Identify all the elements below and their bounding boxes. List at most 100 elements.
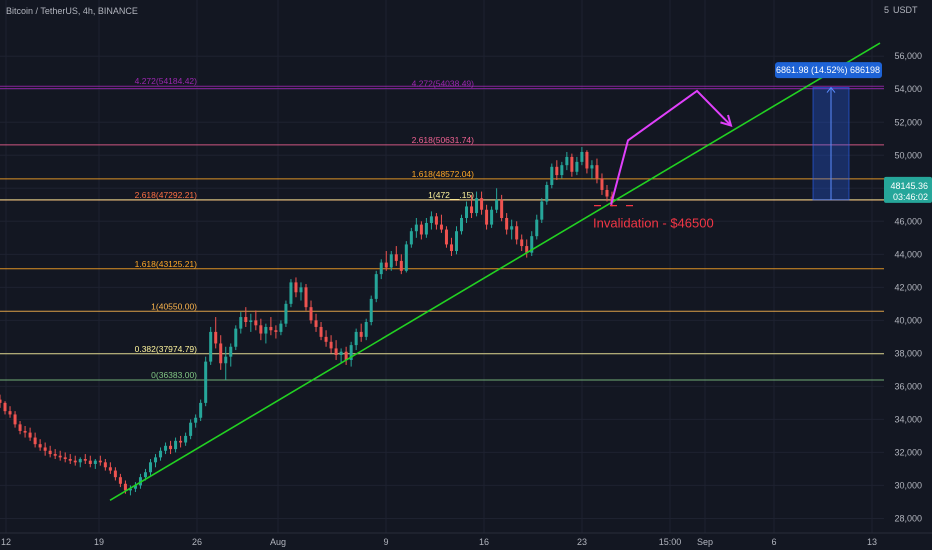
candle-body [319,326,323,337]
candle-body [530,236,534,253]
candle-body [38,444,42,448]
candle-body [23,430,27,433]
time-tick-label: 15:00 [659,537,682,547]
drawing-tools[interactable]: Invalidation - $46500 6861.98 (14.52%) 68… [109,42,882,501]
candle-body [354,331,358,346]
time-tick-label: 23 [577,537,587,547]
invalidation-label: Invalidation - $46500 [593,215,714,230]
price-tick-label: 56,000 [894,51,922,61]
price-tick-label: 32,000 [894,447,922,457]
candle-body [118,477,122,484]
candle-body [329,341,333,349]
candle-body [404,244,408,271]
candle-body [570,156,574,172]
candle-body [184,435,188,443]
fib-level-label: 1.618(48572.04) [412,169,475,179]
bar-countdown-label: 03:46:02 [893,192,928,202]
candle-body [515,226,519,240]
candle-body [154,457,158,463]
candle-body [13,414,17,425]
candle-body [399,260,403,271]
candle-body [179,440,183,443]
candle-body [600,178,604,190]
candle-body [339,351,343,356]
candle-body [123,483,127,491]
candle-body [289,282,293,304]
candle-body [555,166,559,176]
last-price-tag [884,176,932,203]
price-tick-label: 34,000 [894,414,922,424]
candle-body [269,326,273,331]
candle-body [414,224,418,232]
fib-level-label: 2.618(47292.21) [135,190,198,200]
candle-body [68,459,72,461]
candle-body [505,218,509,230]
fibonacci-levels: 4.272(54184.42) 2.618(47292.21) 1.618(4312… [0,76,884,381]
time-axis[interactable]: 12 19 26 Aug 9 16 23 15:00 Sep 6 13 [1,537,877,547]
candle-body [73,460,77,463]
candle-body [540,201,544,220]
candle-body [209,331,213,362]
candle-body [28,432,32,438]
candle-body [500,199,504,218]
candle-body [545,184,549,202]
candle-body [419,224,423,235]
price-tick-label: 54,000 [894,84,922,94]
candle-body [103,462,107,468]
fib-level-label: 4.272(54038.49) [412,79,475,89]
candle-body [364,322,368,337]
candle-body [590,165,594,169]
fib-level-label: 1(40550.00) [151,301,197,311]
price-tick-label: 42,000 [894,282,922,292]
candle-body [254,320,258,326]
price-tick-label-partial: 5 [884,5,889,15]
candle-body [465,206,469,218]
candle-body [259,325,263,334]
price-tick-label: 38,000 [894,348,922,358]
candle-body [449,244,453,252]
candle-body [264,326,268,334]
candle-body [174,440,178,450]
trendline [109,42,881,501]
candle-body [460,218,464,232]
candle-body [369,298,373,322]
candle-body [113,470,117,478]
candle-body [108,467,112,471]
candle-body [454,231,458,252]
time-tick-label: 9 [383,537,388,547]
candle-body [384,262,388,268]
last-price-label: 48145.36 [890,181,928,191]
candle-body [33,437,37,445]
candle-body [53,454,57,456]
candle-body [249,320,253,322]
candle-body [439,224,443,230]
candle-body [550,166,554,185]
candle-body [510,226,514,230]
price-tick-label: 28,000 [894,513,922,523]
candle-body [83,459,87,461]
candle-body [194,417,198,423]
candle-body [294,282,298,293]
candle-body [219,343,223,364]
candle-body [344,351,348,360]
price-tick-label: 40,000 [894,315,922,325]
candle-body [495,199,499,210]
price-axis[interactable]: 28,000 30,000 32,000 34,000 36,000 38,000 40,0… [884,5,932,523]
time-tick-label: 26 [192,537,202,547]
time-tick-label: 12 [1,537,11,547]
time-tick-label: 16 [479,537,489,547]
price-tick-label: 36,000 [894,381,922,391]
candle-body [133,485,137,489]
candle-body [78,459,82,463]
candle-body [169,445,173,450]
candle-body [565,156,569,166]
candle-body [148,462,152,473]
candlestick-series [0,147,614,496]
price-tick-label: 30,000 [894,480,922,490]
time-tick-label: Sep [697,537,713,547]
candle-body [0,399,2,403]
candle-body [520,239,524,247]
fib-level-label: 4.272(54184.42) [135,76,198,86]
candle-body [189,422,193,436]
